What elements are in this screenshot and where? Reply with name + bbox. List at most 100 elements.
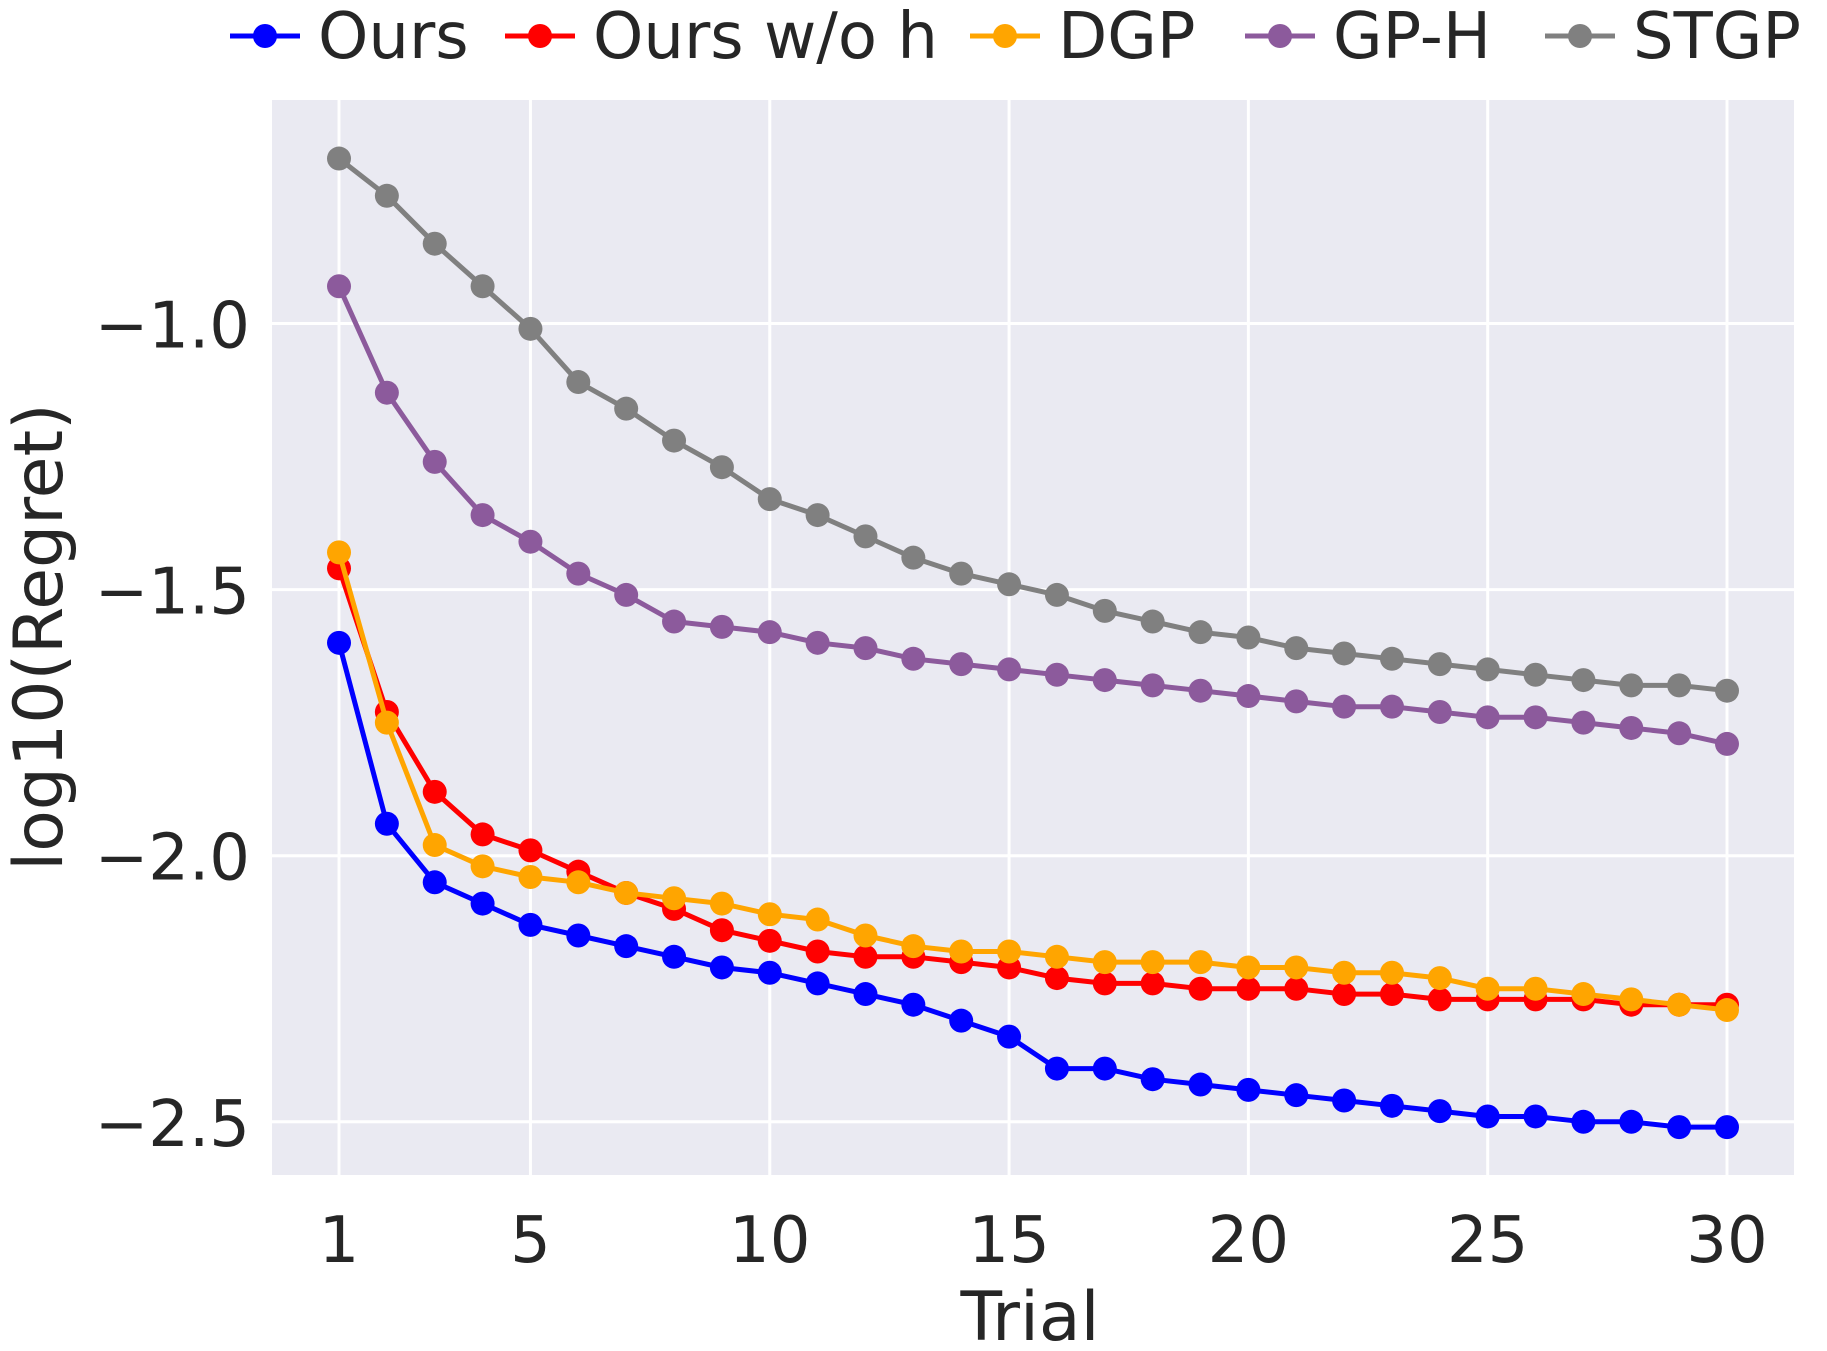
y-axis-label: log10(Regret) xyxy=(0,403,79,870)
data-point xyxy=(757,487,782,512)
x-tick-label: 1 xyxy=(319,1204,360,1278)
x-axis-ticks: 1 5 10 15 20 25 30 xyxy=(319,1204,1768,1278)
data-point xyxy=(566,370,591,395)
data-point xyxy=(1714,1115,1739,1140)
data-point xyxy=(327,146,352,171)
data-point xyxy=(853,923,878,948)
data-point xyxy=(1475,657,1500,682)
data-point xyxy=(1619,715,1644,740)
data-point xyxy=(1714,731,1739,756)
data-point xyxy=(662,886,687,911)
legend-item: DGP xyxy=(970,0,1195,74)
data-point xyxy=(757,960,782,985)
data-point xyxy=(1284,955,1309,980)
data-point xyxy=(518,864,543,889)
data-point xyxy=(709,955,734,980)
data-point xyxy=(805,503,830,528)
data-point xyxy=(1140,971,1165,996)
data-point xyxy=(1092,598,1117,623)
data-point xyxy=(1571,668,1596,693)
legend-label: STGP xyxy=(1633,0,1801,74)
data-point xyxy=(1140,609,1165,634)
data-point xyxy=(1427,987,1452,1012)
data-point xyxy=(1332,694,1357,719)
data-point xyxy=(949,1008,974,1033)
data-point xyxy=(470,503,495,528)
data-point xyxy=(614,396,639,421)
data-point xyxy=(1092,950,1117,975)
data-point xyxy=(1236,955,1261,980)
data-point xyxy=(1475,705,1500,730)
data-point xyxy=(853,636,878,661)
data-point xyxy=(1140,1067,1165,1092)
data-point xyxy=(709,891,734,916)
data-point xyxy=(1044,662,1069,687)
data-point xyxy=(1619,1109,1644,1134)
data-point xyxy=(327,274,352,299)
data-point xyxy=(374,811,399,836)
data-point xyxy=(518,316,543,341)
legend: Ours Ours w/o h DGP GP-H STGP xyxy=(230,0,1801,74)
data-point xyxy=(1571,1109,1596,1134)
data-point xyxy=(422,231,447,256)
data-point xyxy=(997,657,1022,682)
data-point xyxy=(1523,705,1548,730)
data-point xyxy=(470,274,495,299)
data-point xyxy=(518,529,543,554)
data-point xyxy=(709,918,734,943)
data-point xyxy=(422,449,447,474)
legend-label: Ours w/o h xyxy=(593,0,938,74)
data-point xyxy=(901,646,926,671)
data-point xyxy=(757,620,782,645)
data-point xyxy=(997,572,1022,597)
data-point xyxy=(1092,1056,1117,1081)
data-point xyxy=(374,710,399,735)
series-ours xyxy=(327,630,1739,1140)
data-point xyxy=(1427,1099,1452,1124)
data-point xyxy=(1332,982,1357,1007)
legend-item: Ours w/o h xyxy=(505,0,938,74)
legend-label: DGP xyxy=(1058,0,1195,74)
legend-swatch-marker xyxy=(528,24,552,48)
data-point xyxy=(853,944,878,969)
data-point xyxy=(805,939,830,964)
data-point xyxy=(614,582,639,607)
data-point xyxy=(1523,1104,1548,1129)
data-point xyxy=(949,561,974,586)
data-point xyxy=(1427,652,1452,677)
data-point xyxy=(374,183,399,208)
data-point xyxy=(614,934,639,959)
data-point xyxy=(327,630,352,655)
data-point xyxy=(1379,960,1404,985)
y-tick-label: −2.0 xyxy=(95,822,250,896)
data-point xyxy=(1427,700,1452,725)
data-point xyxy=(1284,689,1309,714)
data-point xyxy=(1379,1093,1404,1118)
x-tick-label: 5 xyxy=(510,1204,551,1278)
data-point xyxy=(1667,721,1692,746)
data-point xyxy=(1667,1115,1692,1140)
data-point xyxy=(1379,982,1404,1007)
data-point xyxy=(805,971,830,996)
data-point xyxy=(1523,662,1548,687)
x-tick-label: 10 xyxy=(729,1204,810,1278)
data-point xyxy=(1619,673,1644,698)
data-point xyxy=(662,944,687,969)
y-tick-label: −1.5 xyxy=(95,556,250,630)
data-point xyxy=(566,870,591,895)
data-point xyxy=(327,540,352,565)
data-point xyxy=(1284,636,1309,661)
data-point xyxy=(853,982,878,1007)
data-point xyxy=(901,934,926,959)
data-point xyxy=(662,428,687,453)
data-point xyxy=(1188,1072,1213,1097)
data-point xyxy=(757,928,782,953)
y-tick-label: −1.0 xyxy=(95,290,250,364)
data-point xyxy=(422,779,447,804)
data-point xyxy=(805,907,830,932)
legend-label: GP-H xyxy=(1333,0,1491,74)
data-point xyxy=(1044,582,1069,607)
x-axis-label: Trial xyxy=(960,1278,1100,1347)
data-point xyxy=(1284,1083,1309,1108)
